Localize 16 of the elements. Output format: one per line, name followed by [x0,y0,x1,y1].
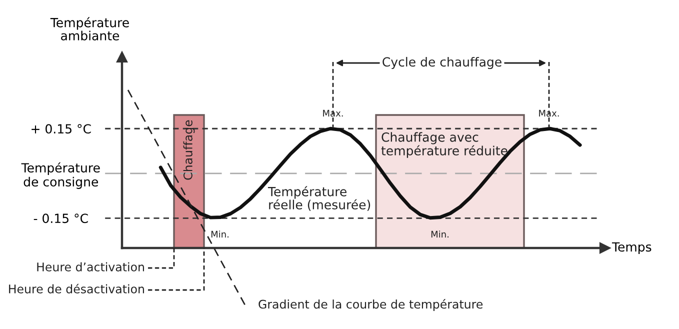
annotation: Cycle de chauffage [382,56,502,70]
annotation: Max. [323,110,343,117]
annotation: Chauffage avec température réduite [381,132,508,158]
x-axis-title: Temps [612,242,652,254]
y-axis-title: Température ambiante [50,17,129,40]
y-tick-label: - 0.15 °C [34,214,88,224]
annotation: Chauffage [183,120,195,180]
text: Heure de désactivation [9,284,144,294]
annotation: Min. [211,230,228,238]
y-tick-label: Température de consigne [21,162,100,189]
annotation: Min. [431,230,448,238]
text: Gradient de la courbe de température [258,299,483,311]
annotation: Température réelle (mesurée) [268,186,370,211]
text: Heure d’activation [37,262,144,272]
annotation: Max. [539,110,559,117]
y-tick-label: + 0.15 °C [32,124,91,134]
